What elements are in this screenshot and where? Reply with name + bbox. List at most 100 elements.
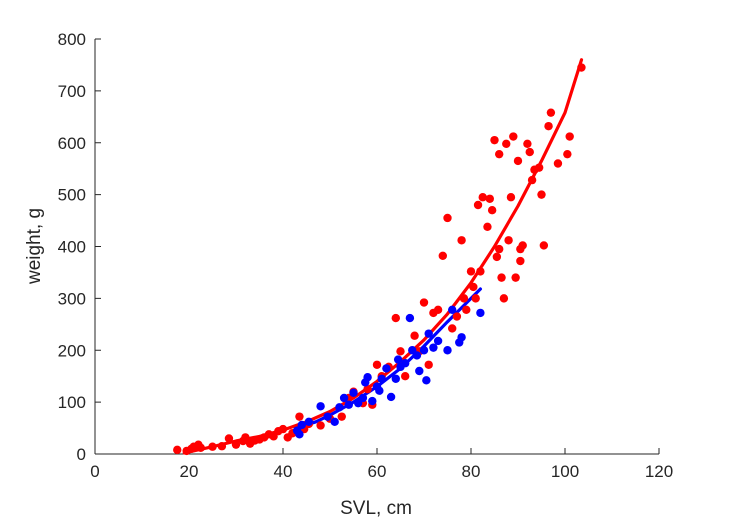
x-tick-label: 120 [645, 462, 673, 481]
data-point [546, 108, 556, 117]
data-point [396, 347, 405, 356]
data-point [295, 412, 304, 421]
data-point [483, 222, 492, 231]
data-point [443, 213, 452, 223]
data-point [337, 412, 346, 421]
data-point [349, 388, 358, 397]
data-point [316, 421, 325, 430]
x-tick-label: 40 [274, 462, 293, 481]
x-tick-label: 60 [368, 462, 387, 481]
data-point [424, 329, 433, 338]
data-point [457, 236, 466, 245]
x-tick-label: 20 [180, 462, 199, 481]
data-point [523, 139, 532, 148]
data-point [448, 305, 457, 314]
data-point [295, 430, 304, 439]
data-point [363, 384, 372, 394]
data-point [377, 374, 386, 383]
data-point [495, 244, 504, 254]
data-point [297, 420, 306, 430]
data-point [443, 346, 452, 355]
data-point [368, 396, 377, 406]
data-point [433, 305, 443, 314]
data-point [391, 374, 400, 383]
x-tick-label: 80 [462, 462, 481, 481]
data-point [316, 402, 325, 411]
data-point [476, 267, 485, 276]
data-point [476, 308, 485, 318]
data-point [485, 194, 494, 203]
data-point [208, 442, 217, 451]
data-point [375, 386, 384, 395]
data-point [358, 393, 368, 403]
y-tick-label: 300 [58, 289, 86, 308]
data-point [241, 433, 250, 442]
data-point [335, 403, 344, 412]
data-point [372, 360, 382, 369]
y-tick-label: 400 [58, 238, 86, 257]
data-point [537, 190, 546, 199]
data-point [419, 298, 429, 307]
data-point [544, 121, 553, 131]
data-point [565, 132, 574, 141]
fit-curve [295, 287, 482, 430]
data-point [382, 364, 391, 373]
data-point [419, 346, 429, 355]
data-point [304, 417, 314, 427]
data-point [339, 393, 349, 403]
data-point [553, 159, 563, 168]
data-point [401, 359, 410, 368]
data-point [525, 147, 534, 157]
y-tick-label: 700 [58, 82, 86, 101]
data-point [410, 331, 419, 340]
data-points [173, 63, 586, 456]
x-axis-title: SVL, cm [340, 498, 412, 519]
data-point [478, 193, 487, 202]
data-point [506, 193, 516, 202]
y-tick-label: 600 [58, 134, 86, 153]
data-point [217, 442, 227, 451]
data-point [405, 313, 415, 323]
data-point [499, 294, 509, 303]
data-point [492, 252, 502, 262]
data-point [424, 360, 433, 369]
data-point [393, 355, 403, 364]
data-point [473, 200, 483, 210]
data-point [504, 236, 513, 245]
data-point [466, 267, 476, 276]
data-point [502, 139, 511, 148]
data-point [448, 324, 457, 333]
data-point [196, 443, 205, 452]
data-point [330, 417, 339, 427]
data-point [471, 294, 480, 303]
data-point [386, 392, 396, 402]
data-point [509, 132, 518, 141]
data-point [429, 343, 438, 352]
data-point [433, 336, 443, 346]
data-point [323, 412, 332, 421]
data-point [518, 241, 527, 250]
x-tick-label: 0 [90, 462, 99, 481]
axes: 0 20 40 60 80 100 120 0 100 200 300 400 500 600 700 800 [58, 30, 674, 481]
data-point [344, 400, 353, 409]
data-point [422, 376, 431, 385]
data-point [231, 440, 241, 449]
y-tick-label: 0 [77, 445, 86, 464]
data-point [469, 282, 478, 292]
data-point [462, 305, 471, 314]
data-point [391, 313, 400, 323]
x-tick-label: 100 [551, 462, 579, 481]
data-point [278, 424, 288, 434]
data-point [224, 434, 234, 443]
data-point [459, 294, 469, 303]
y-tick-label: 800 [58, 30, 86, 49]
y-tick-label: 100 [58, 393, 86, 412]
data-point [363, 373, 372, 382]
data-point [495, 149, 504, 159]
data-point [490, 135, 499, 145]
data-point [412, 351, 422, 360]
data-point [511, 273, 520, 282]
y-tick-label: 200 [58, 341, 86, 360]
